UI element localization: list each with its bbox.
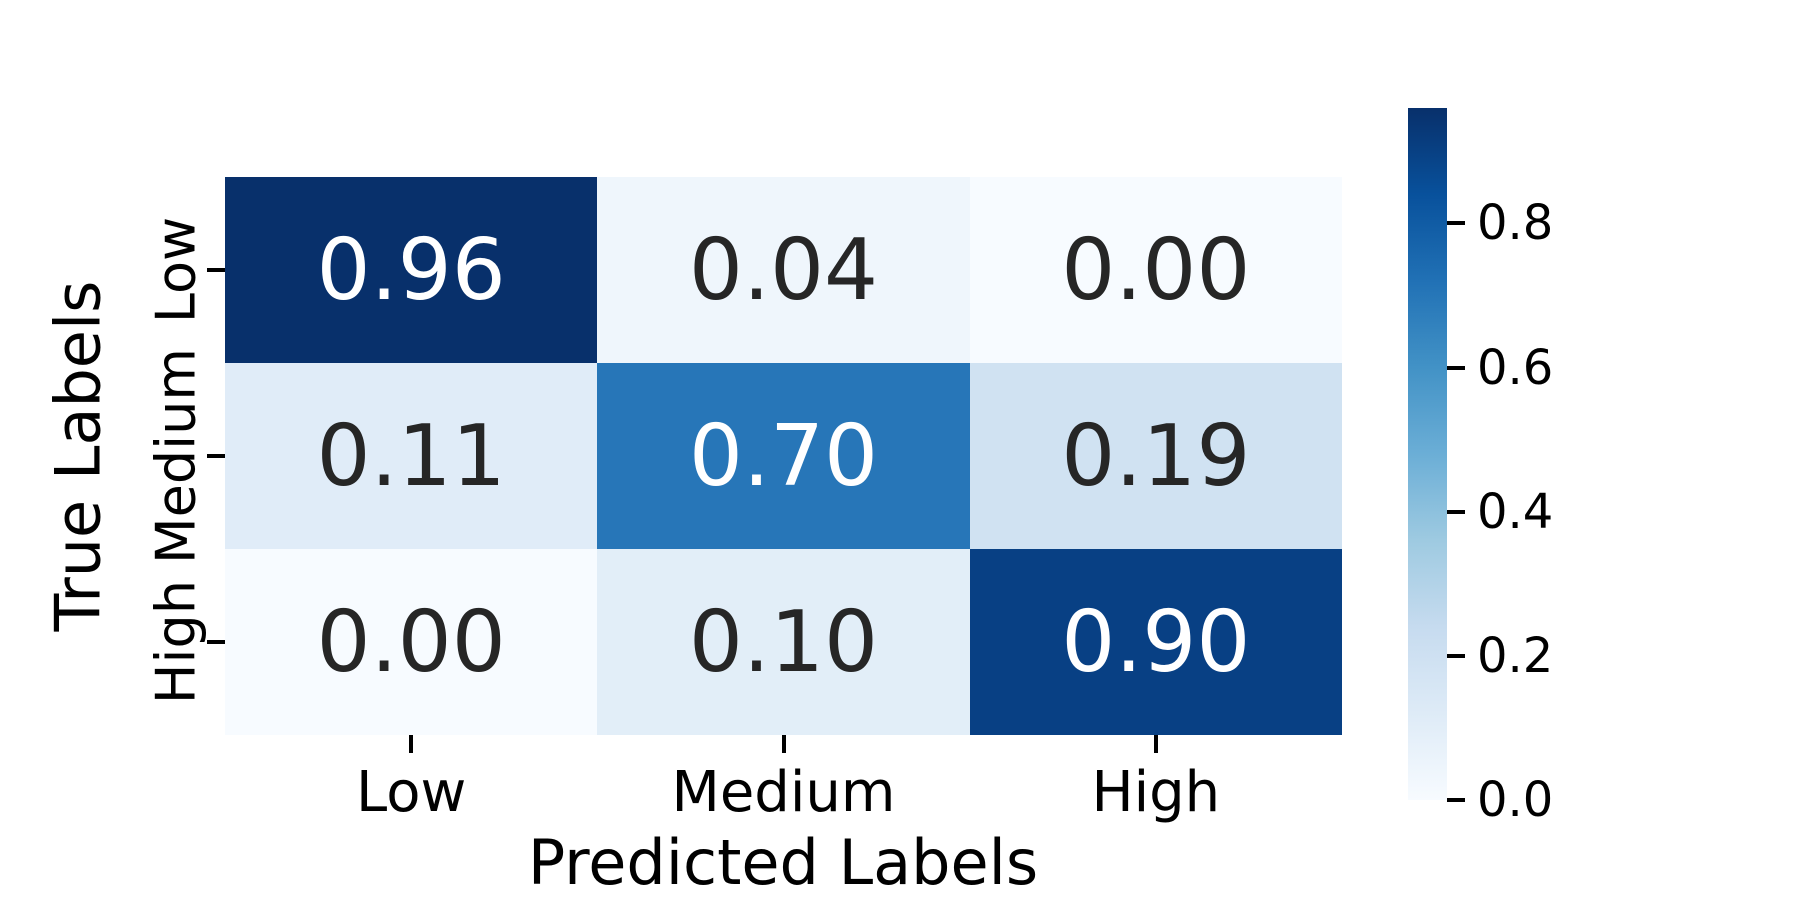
- heatmap-cell-high-medium: 0.10: [597, 549, 970, 735]
- heatmap-cell-medium-medium: 0.70: [597, 363, 970, 549]
- y-tick-label-medium: Medium: [144, 348, 208, 564]
- y-tick-label-high: High: [144, 579, 208, 705]
- x-tick-mark: [781, 735, 786, 753]
- y-tick-label-low: Low: [144, 216, 208, 324]
- cell-value: 0.00: [316, 592, 506, 692]
- colorbar-gradient: [1408, 108, 1447, 800]
- x-tick-mark: [409, 735, 414, 753]
- cell-value: 0.90: [1061, 592, 1251, 692]
- heatmap-grid: 0.96 0.04 0.00 0.11 0.70 0.19 0.00 0.10 0.90: [225, 177, 1342, 735]
- cell-value: 0.19: [1061, 406, 1251, 506]
- y-axis-label: True Labels: [41, 280, 115, 632]
- colorbar-tick-label-0.6: 0.6: [1477, 339, 1554, 396]
- y-tick-mark: [207, 640, 225, 644]
- x-tick-label-medium: Medium: [671, 760, 896, 825]
- heatmap-cell-medium-low: 0.11: [225, 363, 598, 549]
- heatmap-cell-low-medium: 0.04: [597, 177, 970, 363]
- colorbar-tick-mark: [1447, 653, 1465, 658]
- colorbar-tick-mark: [1447, 798, 1465, 802]
- x-axis-label: Predicted Labels: [527, 826, 1039, 899]
- colorbar-tick-label-0.0: 0.0: [1477, 772, 1554, 828]
- cell-value: 0.10: [688, 592, 879, 692]
- colorbar-tick-mark: [1447, 365, 1465, 370]
- colorbar-tick-label-0.4: 0.4: [1477, 483, 1554, 540]
- heatmap-cell-low-low: 0.96: [225, 177, 598, 363]
- cell-value: 0.00: [1061, 220, 1251, 320]
- colorbar-tick-label-0.8: 0.8: [1477, 195, 1554, 252]
- heatmap-cell-low-high: 0.00: [969, 177, 1342, 363]
- heatmap-cell-high-high: 0.90: [969, 549, 1342, 735]
- y-tick-mark: [207, 268, 225, 272]
- heatmap-cell-medium-high: 0.19: [969, 363, 1342, 549]
- cell-value: 0.96: [316, 220, 506, 320]
- x-tick-mark: [1153, 735, 1158, 753]
- colorbar-tick-mark: [1447, 509, 1465, 514]
- cell-value: 0.11: [316, 406, 506, 506]
- colorbar-tick-label-0.2: 0.2: [1477, 627, 1554, 684]
- y-tick-mark: [207, 454, 225, 458]
- x-tick-label-high: High: [1091, 760, 1221, 825]
- x-tick-label-low: Low: [356, 760, 467, 825]
- cell-value: 0.04: [688, 220, 879, 320]
- colorbar-tick-mark: [1447, 221, 1465, 226]
- cell-value: 0.70: [688, 406, 879, 506]
- heatmap-cell-high-low: 0.00: [225, 549, 598, 735]
